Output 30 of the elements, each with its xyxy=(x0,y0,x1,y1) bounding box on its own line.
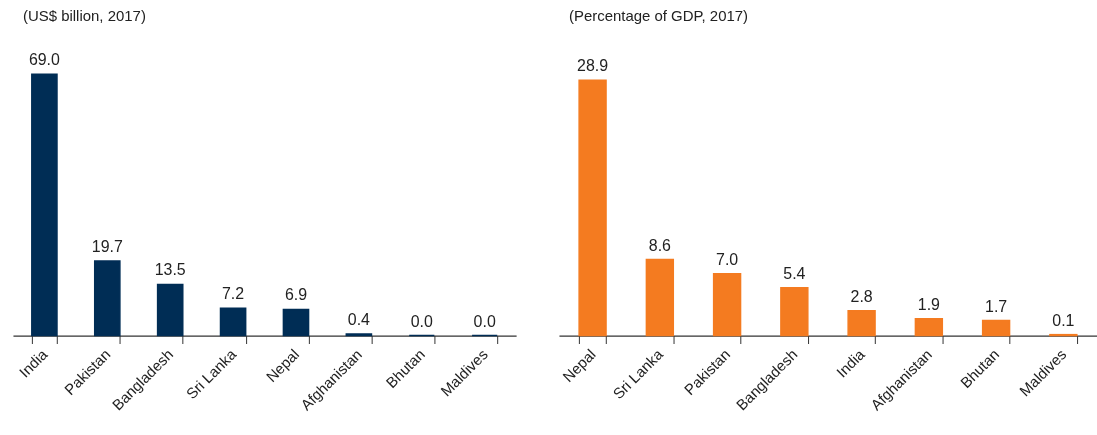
bar xyxy=(914,318,944,337)
data-label: 0.4 xyxy=(347,311,371,329)
data-label: 2.8 xyxy=(850,287,873,305)
chart-title: (Percentage of GDP, 2017) xyxy=(568,6,749,24)
data-label: 7.0 xyxy=(716,250,739,268)
bar xyxy=(219,307,247,337)
bar xyxy=(847,310,876,337)
bar xyxy=(578,79,607,337)
bar xyxy=(31,73,58,337)
bar xyxy=(93,260,121,337)
bar xyxy=(156,283,184,337)
bar xyxy=(981,319,1011,337)
data-label: 0.0 xyxy=(410,312,433,330)
data-label: 5.4 xyxy=(783,264,806,282)
data-label: 6.9 xyxy=(284,286,308,304)
bar xyxy=(645,258,675,337)
data-label: 7.2 xyxy=(222,285,245,303)
data-label: 19.7 xyxy=(91,237,123,255)
data-label: 13.5 xyxy=(154,261,186,279)
data-label: 28.9 xyxy=(577,57,609,75)
data-label: 1.7 xyxy=(985,297,1008,315)
bar xyxy=(780,287,809,337)
data-label: 69.0 xyxy=(28,51,61,69)
data-label: 1.9 xyxy=(917,295,941,313)
bar xyxy=(712,272,742,337)
data-label: 0.1 xyxy=(1052,311,1075,329)
chart-title: (US$ billion, 2017) xyxy=(22,6,146,24)
data-label: 8.6 xyxy=(648,236,672,254)
data-label: 0.0 xyxy=(473,312,496,330)
bar xyxy=(282,308,310,337)
